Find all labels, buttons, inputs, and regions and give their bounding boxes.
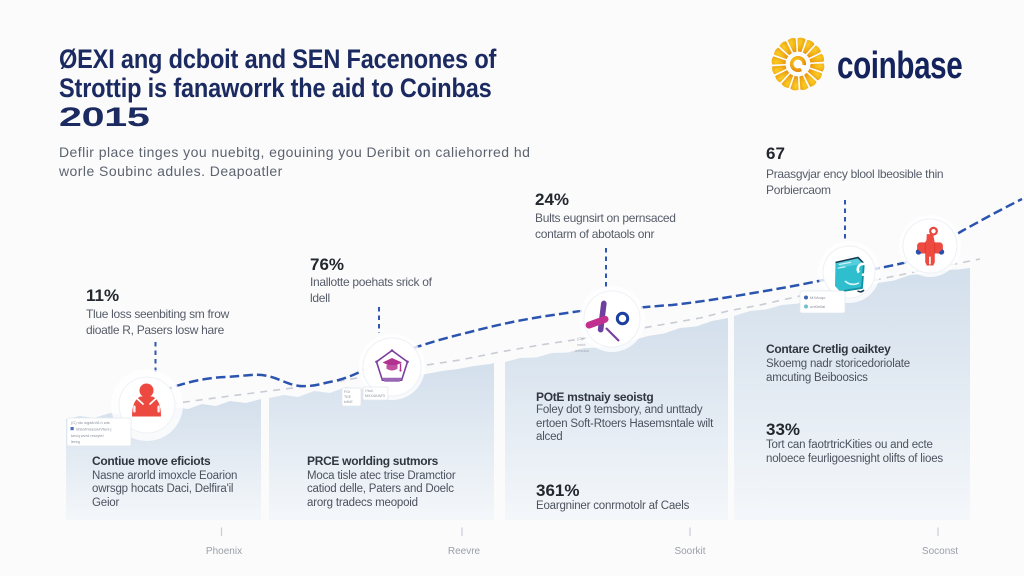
svg-text:vmid: vmid — [577, 342, 585, 347]
svg-text:TKE: TKE — [344, 395, 352, 399]
svg-text:tvKrE: tvKrE — [344, 400, 353, 404]
svg-text:keoq wvrd resrytel: keoq wvrd resrytel — [71, 433, 104, 438]
svg-text:(C) ntc wgafcVA h wis: (C) ntc wgafcVA h wis — [71, 420, 110, 425]
svg-text:FGr: FGr — [344, 390, 351, 394]
svg-text:unKlellai: unKlellai — [810, 304, 825, 309]
svg-text:MXAnqo: MXAnqo — [810, 295, 826, 300]
svg-text:MXXIUUMTI: MXXIUUMTI — [365, 394, 385, 398]
svg-text:/?tuii: /?tuii — [365, 389, 373, 393]
svg-text:(C)r: (C)r — [577, 336, 585, 341]
svg-text:wrtsdaa: wrtsdaa — [575, 348, 590, 353]
svg-text:lereg: lereg — [71, 439, 80, 444]
svg-text:irfsid/lmseswrVteni j: irfsid/lmseswrVteni j — [76, 427, 111, 432]
